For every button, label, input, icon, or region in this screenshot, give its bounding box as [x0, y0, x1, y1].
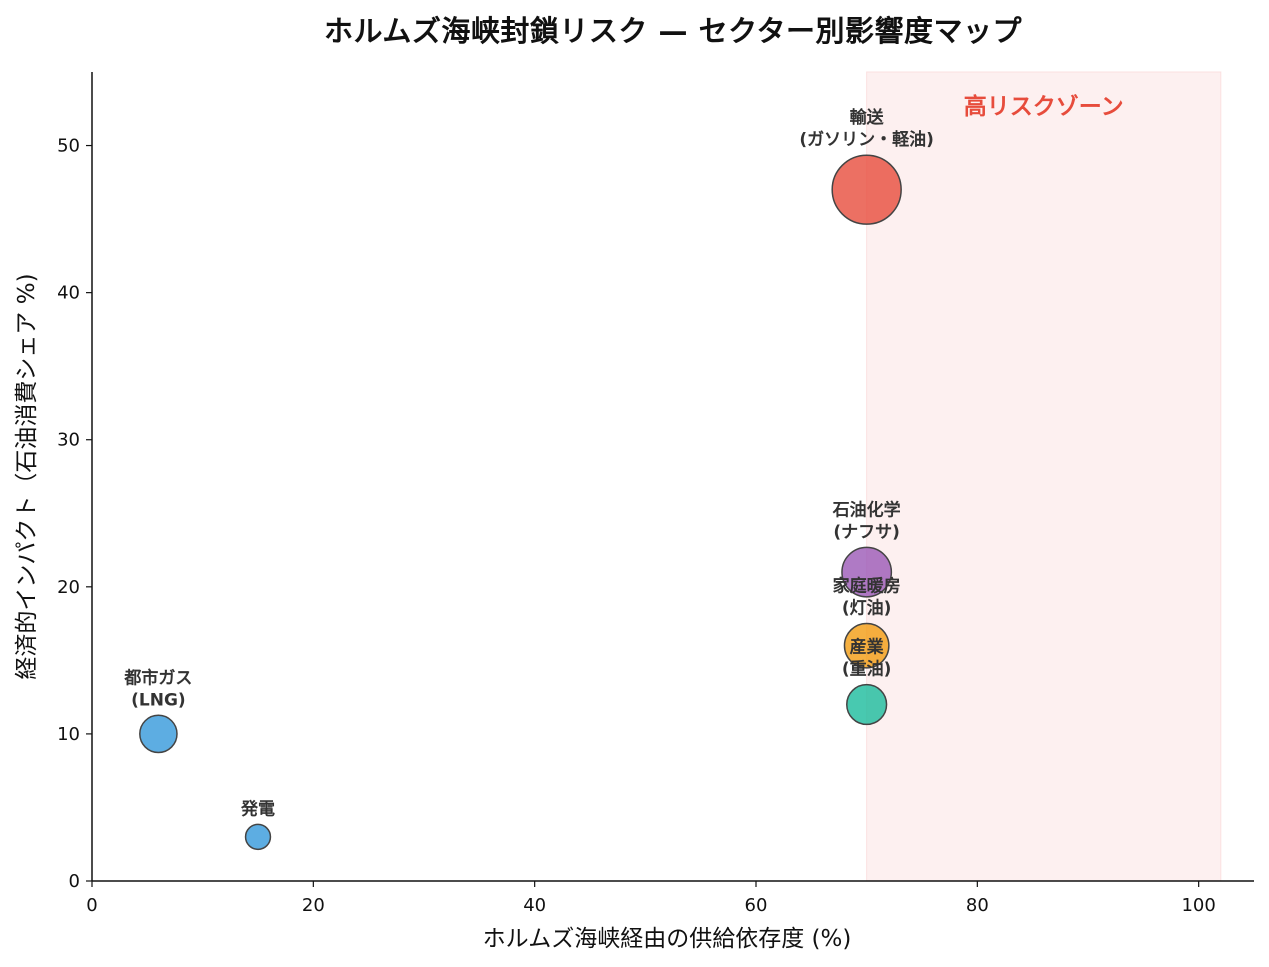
axes: 0 20 40 60 80 100 0 10 20 30 40 50 ホルムズ海峡経由の供給依存度 (%… [14, 72, 1254, 952]
data-point [244, 823, 272, 851]
chart-title: ホルムズ海峡封鎖リスク — セクター別影響度マップ [324, 14, 1022, 48]
y-axis-label: 経済的インパクト（石油消費シェア %) [14, 273, 40, 679]
data-label: (灯油) [842, 597, 892, 618]
data-label: (ナフサ) [833, 522, 900, 542]
data-point [846, 683, 888, 726]
data-points [139, 154, 902, 851]
x-tick-label: 40 [523, 895, 546, 916]
data-point [139, 714, 178, 754]
x-axis-label: ホルムズ海峡経由の供給依存度 (%) [483, 926, 852, 952]
data-label: (重油) [842, 659, 892, 680]
y-tick-label: 20 [57, 577, 80, 598]
x-tick-label: 80 [966, 895, 989, 916]
y-tick-label: 0 [69, 871, 80, 892]
high-risk-zone [866, 71, 1222, 882]
x-tick-label: 60 [745, 895, 768, 916]
data-point [841, 546, 893, 598]
zone-label: 高リスクゾーン [964, 93, 1124, 120]
y-tick-label: 40 [57, 283, 80, 304]
data-label: 家庭暖房 [833, 575, 901, 596]
x-tick-label: 20 [302, 895, 325, 916]
y-tick-label: 30 [57, 430, 80, 451]
data-point [843, 622, 890, 669]
data-label: 発電 [240, 798, 275, 819]
point-labels: 輸送(ガソリン・軽油) 石油化学(ナフサ) 家庭暖房(灯油) 産業(重油) 都市ガス(L… [123, 107, 934, 819]
data-label: 都市ガス [123, 667, 192, 688]
data-point [831, 154, 902, 225]
data-label: 石油化学 [832, 499, 901, 520]
x-tick-label: 0 [86, 895, 97, 916]
y-tick-label: 50 [57, 136, 80, 157]
data-label: 輸送 [850, 107, 885, 128]
data-label: 産業 [850, 637, 884, 658]
zone-layer: 高リスクゾーン [866, 71, 1222, 882]
data-label: (ガソリン・軽油) [799, 129, 934, 150]
data-label: (LNG) [131, 690, 186, 710]
y-tick-label: 10 [57, 724, 80, 745]
x-tick-label: 100 [1181, 895, 1215, 916]
